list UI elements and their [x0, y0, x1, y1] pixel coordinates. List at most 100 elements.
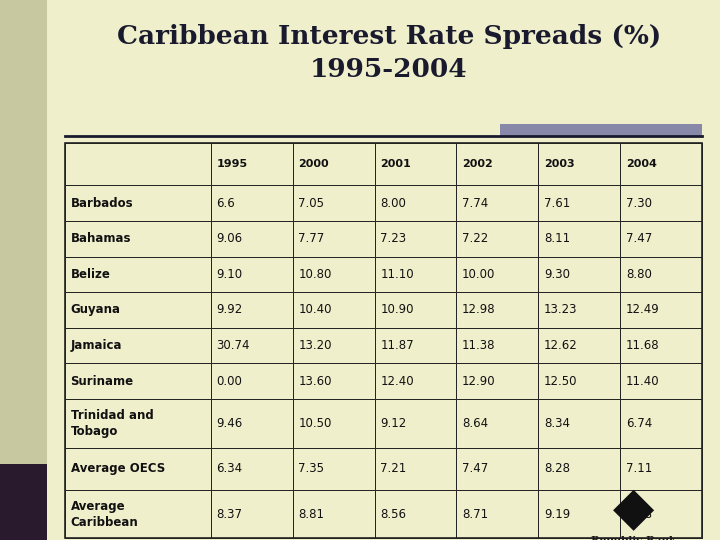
Bar: [211, 292, 292, 328]
Bar: [374, 185, 456, 221]
Bar: [292, 143, 374, 185]
Text: 9.12: 9.12: [380, 417, 407, 430]
Bar: [211, 448, 292, 490]
Text: 11.68: 11.68: [626, 339, 660, 352]
Text: 8.18: 8.18: [626, 508, 652, 521]
Text: 2003: 2003: [544, 159, 575, 169]
Text: 7.05: 7.05: [298, 197, 325, 210]
Text: 9.92: 9.92: [217, 303, 243, 316]
Text: 0.00: 0.00: [217, 375, 243, 388]
Text: 8.81: 8.81: [298, 508, 325, 521]
Bar: [292, 185, 374, 221]
Text: Belize: Belize: [71, 268, 110, 281]
Text: 13.60: 13.60: [298, 375, 332, 388]
Text: 8.80: 8.80: [626, 268, 652, 281]
Bar: [620, 490, 702, 538]
Bar: [65, 490, 211, 538]
Bar: [65, 328, 211, 363]
Text: 7.47: 7.47: [462, 462, 488, 475]
Text: 1995: 1995: [217, 159, 248, 169]
Text: 7.61: 7.61: [544, 197, 570, 210]
Text: 9.06: 9.06: [217, 232, 243, 245]
Bar: [65, 363, 211, 399]
Bar: [65, 185, 211, 221]
Text: 12.50: 12.50: [544, 375, 577, 388]
Text: 9.10: 9.10: [217, 268, 243, 281]
Bar: [65, 143, 702, 538]
Bar: [292, 448, 374, 490]
Text: 12.90: 12.90: [462, 375, 496, 388]
Text: Bahamas: Bahamas: [71, 232, 131, 245]
Bar: [456, 221, 539, 256]
Text: Jamaica: Jamaica: [71, 339, 122, 352]
Bar: [211, 490, 292, 538]
Bar: [65, 256, 211, 292]
Bar: [374, 221, 456, 256]
Bar: [0, 464, 47, 540]
Text: 7.77: 7.77: [298, 232, 325, 245]
Text: 10.00: 10.00: [462, 268, 495, 281]
Text: Average OECS: Average OECS: [71, 462, 165, 475]
Text: 7.22: 7.22: [462, 232, 488, 245]
Bar: [539, 256, 620, 292]
Text: 30.74: 30.74: [217, 339, 250, 352]
Text: 10.90: 10.90: [380, 303, 414, 316]
Text: 8.00: 8.00: [380, 197, 406, 210]
Text: Average
Caribbean: Average Caribbean: [71, 500, 138, 529]
Text: Trinidad and
Tobago: Trinidad and Tobago: [71, 409, 153, 438]
Bar: [374, 256, 456, 292]
Text: 9.46: 9.46: [217, 417, 243, 430]
Text: Guyana: Guyana: [71, 303, 120, 316]
Bar: [374, 448, 456, 490]
Text: 8.28: 8.28: [544, 462, 570, 475]
Text: 10.50: 10.50: [298, 417, 332, 430]
Text: 7.47: 7.47: [626, 232, 652, 245]
Bar: [292, 292, 374, 328]
Text: 7.30: 7.30: [626, 197, 652, 210]
Bar: [211, 363, 292, 399]
Bar: [539, 490, 620, 538]
Bar: [456, 185, 539, 221]
Bar: [0, 0, 47, 540]
Bar: [65, 399, 211, 448]
Bar: [374, 490, 456, 538]
Text: Republic Bank: Republic Bank: [591, 536, 676, 540]
Bar: [211, 328, 292, 363]
Text: 6.34: 6.34: [217, 462, 243, 475]
Text: 11.40: 11.40: [626, 375, 660, 388]
Text: 8.11: 8.11: [544, 232, 570, 245]
Text: 7.35: 7.35: [298, 462, 325, 475]
Bar: [539, 143, 620, 185]
Bar: [374, 143, 456, 185]
Text: 11.38: 11.38: [462, 339, 495, 352]
Bar: [500, 124, 702, 136]
Text: 2004: 2004: [626, 159, 657, 169]
Text: 13.23: 13.23: [544, 303, 577, 316]
Text: 7.11: 7.11: [626, 462, 652, 475]
Bar: [620, 256, 702, 292]
Text: 11.10: 11.10: [380, 268, 414, 281]
Bar: [620, 399, 702, 448]
Text: 12.98: 12.98: [462, 303, 496, 316]
Bar: [539, 328, 620, 363]
Text: 8.71: 8.71: [462, 508, 488, 521]
Bar: [65, 221, 211, 256]
Bar: [211, 221, 292, 256]
Bar: [539, 399, 620, 448]
Bar: [211, 256, 292, 292]
Bar: [539, 448, 620, 490]
Bar: [211, 399, 292, 448]
Bar: [292, 328, 374, 363]
Text: 12.40: 12.40: [380, 375, 414, 388]
Text: 6.6: 6.6: [217, 197, 235, 210]
Bar: [292, 256, 374, 292]
Bar: [374, 363, 456, 399]
Text: 8.64: 8.64: [462, 417, 488, 430]
Bar: [211, 185, 292, 221]
Bar: [292, 399, 374, 448]
Bar: [620, 185, 702, 221]
Bar: [539, 363, 620, 399]
Bar: [620, 143, 702, 185]
Text: 8.34: 8.34: [544, 417, 570, 430]
Polygon shape: [613, 490, 654, 531]
